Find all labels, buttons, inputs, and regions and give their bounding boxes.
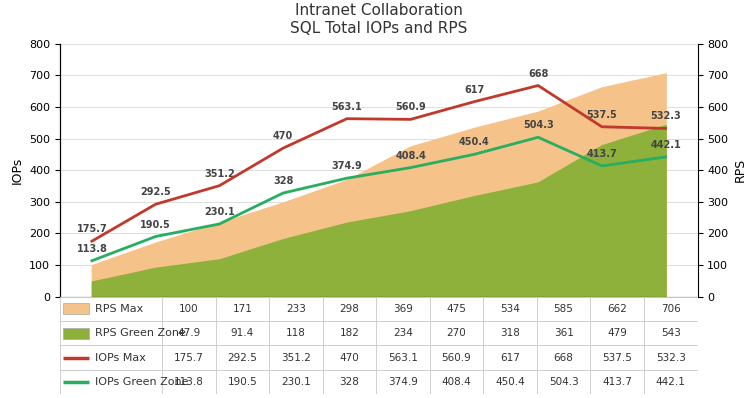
Text: 470: 470 xyxy=(273,131,293,141)
Text: 450.4: 450.4 xyxy=(459,137,490,147)
Text: 190.5: 190.5 xyxy=(140,220,171,230)
FancyBboxPatch shape xyxy=(60,370,698,394)
Text: 560.9: 560.9 xyxy=(395,102,426,113)
Y-axis label: IOPs: IOPs xyxy=(10,157,23,184)
Text: 543: 543 xyxy=(661,328,681,338)
Text: IOPs Max: IOPs Max xyxy=(95,353,146,363)
Text: 585: 585 xyxy=(554,304,574,314)
Text: 318: 318 xyxy=(500,328,520,338)
FancyBboxPatch shape xyxy=(60,345,698,370)
Text: 175.7: 175.7 xyxy=(76,224,107,234)
Text: 475: 475 xyxy=(446,304,466,314)
Text: 442.1: 442.1 xyxy=(650,140,681,150)
Y-axis label: RPS: RPS xyxy=(734,158,747,182)
Text: 113.8: 113.8 xyxy=(76,244,107,254)
Text: 100: 100 xyxy=(179,304,199,314)
Text: 230.1: 230.1 xyxy=(281,377,310,387)
Text: 470: 470 xyxy=(340,353,359,363)
Text: 479: 479 xyxy=(608,328,627,338)
Text: 563.1: 563.1 xyxy=(388,353,418,363)
Text: 175.7: 175.7 xyxy=(174,353,204,363)
Text: 560.9: 560.9 xyxy=(442,353,472,363)
Text: 328: 328 xyxy=(340,377,359,387)
Text: 292.5: 292.5 xyxy=(140,187,171,197)
Text: 230.1: 230.1 xyxy=(204,207,235,217)
Text: 532.3: 532.3 xyxy=(650,111,681,121)
Text: 617: 617 xyxy=(464,85,484,95)
Text: RPS Green Zone: RPS Green Zone xyxy=(95,328,186,338)
Text: 270: 270 xyxy=(447,328,466,338)
Text: 369: 369 xyxy=(393,304,413,314)
Text: 413.7: 413.7 xyxy=(602,377,632,387)
Text: 563.1: 563.1 xyxy=(332,102,362,112)
Text: 537.5: 537.5 xyxy=(602,353,632,363)
Text: 171: 171 xyxy=(232,304,252,314)
FancyBboxPatch shape xyxy=(60,297,698,321)
Text: 298: 298 xyxy=(340,304,359,314)
FancyBboxPatch shape xyxy=(60,321,698,345)
Text: 504.3: 504.3 xyxy=(549,377,578,387)
Text: 374.9: 374.9 xyxy=(388,377,418,387)
Text: RPS Max: RPS Max xyxy=(95,304,143,314)
Text: 328: 328 xyxy=(273,176,293,186)
Text: 668: 668 xyxy=(528,68,548,78)
Text: 706: 706 xyxy=(661,304,680,314)
Text: 351.2: 351.2 xyxy=(281,353,310,363)
Text: 190.5: 190.5 xyxy=(227,377,257,387)
FancyBboxPatch shape xyxy=(63,328,88,339)
Text: 617: 617 xyxy=(500,353,520,363)
Text: 662: 662 xyxy=(608,304,627,314)
Text: 233: 233 xyxy=(286,304,306,314)
Text: 91.4: 91.4 xyxy=(231,328,254,338)
Text: 450.4: 450.4 xyxy=(495,377,525,387)
Text: 351.2: 351.2 xyxy=(204,169,235,179)
Text: 504.3: 504.3 xyxy=(523,120,554,130)
Text: 47.9: 47.9 xyxy=(177,328,200,338)
Text: IOPs Green Zone: IOPs Green Zone xyxy=(95,377,188,387)
Text: 534: 534 xyxy=(500,304,520,314)
Text: 182: 182 xyxy=(340,328,359,338)
Text: 668: 668 xyxy=(554,353,574,363)
Text: 442.1: 442.1 xyxy=(656,377,686,387)
Text: 374.9: 374.9 xyxy=(332,161,362,171)
FancyBboxPatch shape xyxy=(63,303,88,314)
Text: 408.4: 408.4 xyxy=(395,151,426,161)
Text: 413.7: 413.7 xyxy=(586,149,617,159)
Text: 361: 361 xyxy=(554,328,574,338)
Text: 118: 118 xyxy=(286,328,306,338)
Title: Intranet Collaboration
SQL Total IOPs and RPS: Intranet Collaboration SQL Total IOPs an… xyxy=(290,3,467,36)
Text: 532.3: 532.3 xyxy=(656,353,686,363)
Text: 234: 234 xyxy=(393,328,413,338)
Text: 408.4: 408.4 xyxy=(442,377,472,387)
Text: 537.5: 537.5 xyxy=(586,110,617,120)
Text: 292.5: 292.5 xyxy=(227,353,257,363)
Text: 113.8: 113.8 xyxy=(174,377,204,387)
